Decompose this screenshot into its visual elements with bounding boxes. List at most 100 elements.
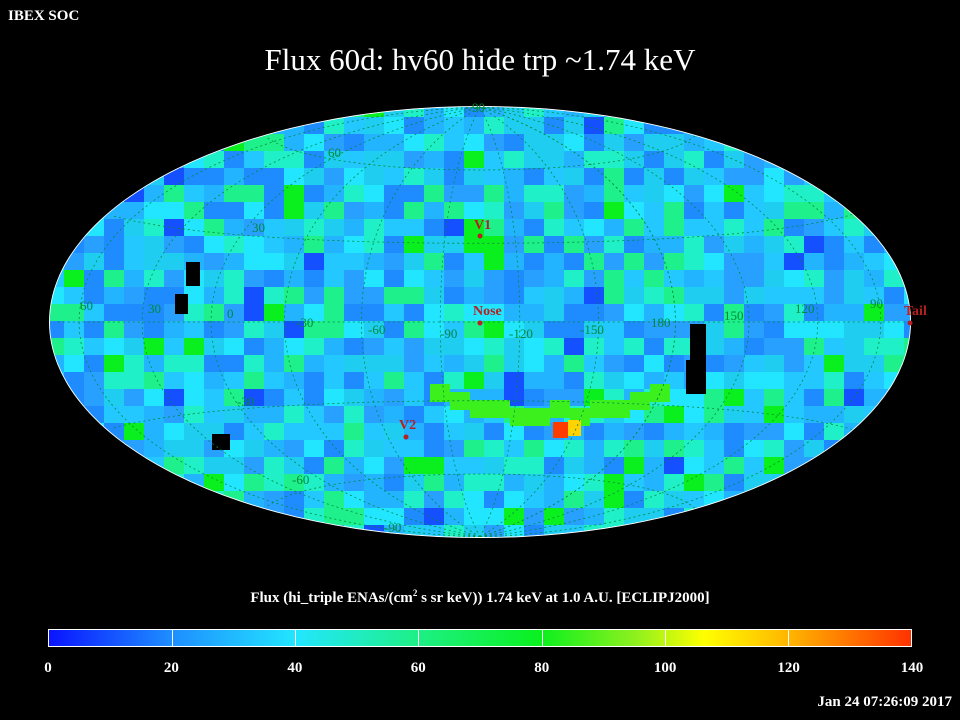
lon-label-0: 60 xyxy=(80,298,93,313)
flux-pixel-646 xyxy=(644,338,665,356)
flux-pixel-1131 xyxy=(664,525,685,537)
flux-pixel-399 xyxy=(104,253,125,271)
flux-pixel-966 xyxy=(884,457,905,475)
flux-pixel-156 xyxy=(524,151,545,169)
band-pixel-7 xyxy=(610,400,630,418)
flux-pixel-1032 xyxy=(444,491,465,509)
flux-pixel-356 xyxy=(124,236,145,254)
flux-pixel-65 xyxy=(464,117,485,135)
flux-pixel-342 xyxy=(724,219,745,237)
flux-pixel-684 xyxy=(524,355,545,373)
flux-pixel-336 xyxy=(604,219,625,237)
flux-pixel-544 xyxy=(364,304,385,322)
flux-pixel-863 xyxy=(584,423,605,441)
flux-pixel-630 xyxy=(324,338,345,356)
flux-pixel-1048 xyxy=(764,491,785,509)
flux-pixel-221 xyxy=(64,185,85,203)
flux-pixel-1050 xyxy=(804,491,825,509)
flux-pixel-177 xyxy=(64,168,85,186)
flux-pixel-1036 xyxy=(524,491,545,509)
flux-pixel-135 xyxy=(104,151,125,169)
flux-pixel-918 xyxy=(804,440,825,458)
flux-pixel-1159 xyxy=(344,542,365,560)
flux-pixel-764 xyxy=(364,389,385,407)
south-pole-label: -90 xyxy=(384,520,401,535)
flux-pixel-433 xyxy=(784,253,805,271)
flux-pixel-457 xyxy=(384,270,405,288)
flux-pixel-865 xyxy=(624,423,645,441)
flux-pixel-1092 xyxy=(764,508,785,526)
flux-pixel-622 xyxy=(164,338,185,356)
flux-pixel-691 xyxy=(664,355,685,373)
flux-pixel-148 xyxy=(364,151,385,169)
flux-pixel-1165 xyxy=(464,542,485,560)
flux-pixel-666 xyxy=(164,355,185,373)
flux-pixel-346 xyxy=(804,219,825,237)
flux-pixel-1146 xyxy=(84,542,105,560)
band-pixel-9 xyxy=(450,392,470,410)
flux-pixel-757 xyxy=(224,389,245,407)
flux-pixel-1023 xyxy=(264,491,285,509)
flux-pixel-1064 xyxy=(204,508,225,526)
masked-strip-0 xyxy=(175,294,188,314)
flux-pixel-495 xyxy=(264,287,285,305)
flux-pixel-593 xyxy=(464,321,485,339)
flux-pixel-199 xyxy=(504,168,525,186)
flux-pixel-80 xyxy=(764,117,785,135)
flux-pixel-118 xyxy=(644,134,665,152)
flux-pixel-246 xyxy=(564,185,585,203)
flux-pixel-843 xyxy=(184,423,205,441)
flux-pixel-631 xyxy=(344,338,365,356)
flux-pixel-48 xyxy=(124,117,145,135)
flux-pixel-612 xyxy=(844,321,865,339)
flux-pixel-316 xyxy=(204,219,225,237)
flux-pixel-645 xyxy=(624,338,645,356)
flux-pixel-1014 xyxy=(84,491,105,509)
flux-pixel-255 xyxy=(744,185,765,203)
flux-pixel-731 xyxy=(584,372,605,390)
flux-pixel-234 xyxy=(324,185,345,203)
flux-pixel-756 xyxy=(204,389,225,407)
flux-pixel-418 xyxy=(484,253,505,271)
flux-pixel-739 xyxy=(744,372,765,390)
flux-pixel-927 xyxy=(104,457,125,475)
flux-pixel-79 xyxy=(744,117,765,135)
flux-pixel-651 xyxy=(744,338,765,356)
flux-pixel-105 xyxy=(384,134,405,152)
flux-pixel-153 xyxy=(464,151,485,169)
flux-pixel-717 xyxy=(304,372,325,390)
flux-pixel-946 xyxy=(484,457,505,475)
flux-pixel-58 xyxy=(324,117,345,135)
flux-pixel-1130 xyxy=(644,525,665,537)
flux-pixel-582 xyxy=(244,321,265,339)
flux-pixel-713 xyxy=(224,372,245,390)
flux-pixel-217 xyxy=(864,168,885,186)
flux-pixel-12 xyxy=(284,107,305,118)
flux-pixel-409 xyxy=(304,253,325,271)
flux-pixel-682 xyxy=(484,355,505,373)
flux-pixel-109 xyxy=(464,134,485,152)
flux-pixel-139 xyxy=(184,151,205,169)
flux-pixel-913 xyxy=(704,440,725,458)
flux-pixel-405 xyxy=(224,253,245,271)
flux-pixel-902 xyxy=(484,440,505,458)
flux-pixel-655 xyxy=(824,338,845,356)
flux-pixel-1120 xyxy=(444,525,465,537)
colorbar-label-4: 80 xyxy=(534,660,550,676)
flux-pixel-754 xyxy=(164,389,185,407)
north-pole-label: 90 xyxy=(472,100,485,115)
flux-pixel-350 xyxy=(884,219,905,237)
flux-pixel-910 xyxy=(644,440,665,458)
flux-pixel-1016 xyxy=(124,491,145,509)
flux-pixel-247 xyxy=(584,185,605,203)
flux-pixel-1071 xyxy=(344,508,365,526)
flux-pixel-992 xyxy=(524,474,545,492)
flux-pixel-839 xyxy=(104,423,125,441)
flux-pixel-100 xyxy=(284,134,305,152)
flux-pixel-142 xyxy=(244,151,265,169)
flux-pixel-730 xyxy=(564,372,585,390)
flux-pixel-1162 xyxy=(404,542,425,560)
flux-pixel-1173 xyxy=(624,542,645,560)
flux-pixel-1049 xyxy=(784,491,805,509)
flux-pixel-192 xyxy=(364,168,385,186)
